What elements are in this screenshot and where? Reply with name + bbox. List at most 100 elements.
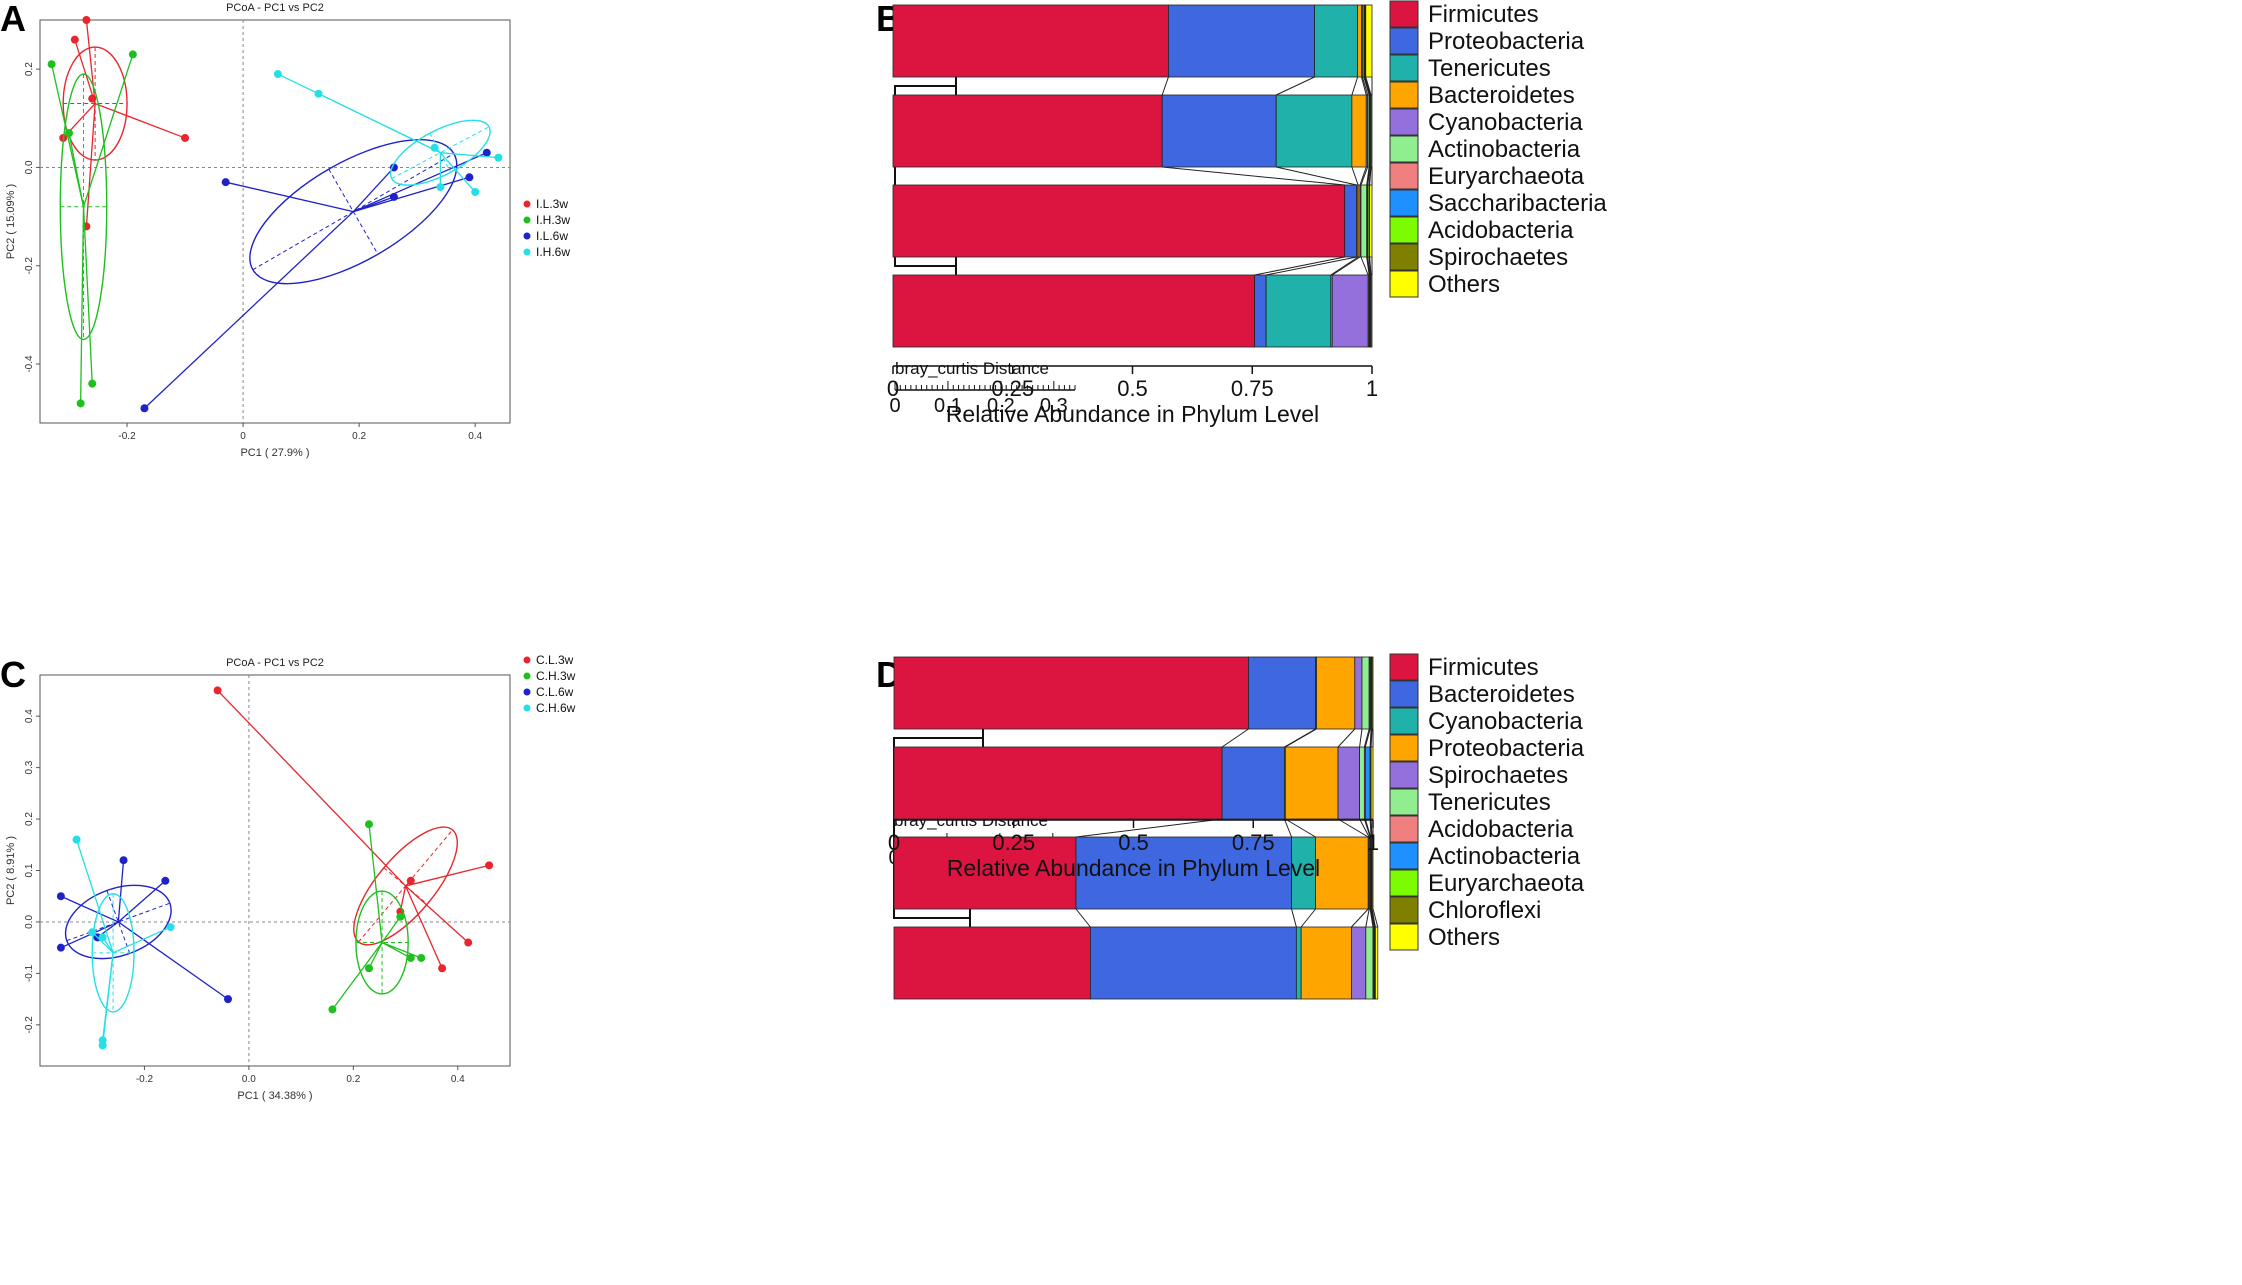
legend-label: Euryarchaeota <box>1428 870 1585 897</box>
connector-line <box>1161 76 1169 96</box>
spoke-line <box>143 211 354 409</box>
panel-label-a: A <box>0 0 26 39</box>
sample-point <box>464 938 473 947</box>
connector-line <box>1363 728 1370 748</box>
spoke-line <box>117 860 125 923</box>
x-tick-label: 1 <box>1366 376 1378 401</box>
bar-segment-tenericutes <box>1275 94 1353 168</box>
sample-point <box>365 964 373 973</box>
connector-line <box>1369 256 1372 276</box>
legend-label: Acidobacteria <box>1428 217 1574 244</box>
bar-connectors <box>1161 76 1373 276</box>
sample-point <box>471 188 480 197</box>
sample-point <box>438 964 447 973</box>
sample-point <box>166 923 175 932</box>
y-tick-label: 0.2 <box>24 812 35 826</box>
bar-segment-tenericutes <box>1314 4 1359 78</box>
bar-c-l-3w <box>893 836 1374 910</box>
bar-i-h-3w <box>892 94 1373 168</box>
y-tick-label: 0.4 <box>24 709 35 723</box>
legend-label: Tenericutes <box>1428 55 1551 82</box>
spoke-line <box>94 102 186 139</box>
connector-line <box>1370 728 1373 748</box>
sample-point <box>482 148 491 157</box>
bar-segment-proteobacteria <box>1315 836 1369 910</box>
sample-point <box>430 143 439 152</box>
legend-marker <box>523 216 531 224</box>
connector-line <box>1221 728 1249 748</box>
legend-swatch-actinobacteria <box>1389 842 1419 870</box>
legend-marker <box>523 688 531 696</box>
legend-label: Cyanobacteria <box>1428 109 1583 136</box>
sample-point <box>56 892 65 901</box>
sample-point <box>494 153 503 162</box>
x-axis-label: Relative Abundance in Phylum Level <box>946 401 1319 427</box>
bar-segment-proteobacteria <box>1161 94 1277 168</box>
legend-swatch-actinobacteria <box>1389 135 1419 163</box>
sample-point <box>88 94 97 103</box>
bar-i-l-3w <box>892 4 1373 78</box>
bar-segment-proteobacteria <box>1300 926 1352 1000</box>
connector-line <box>1275 76 1315 96</box>
connector-line <box>1364 818 1372 838</box>
group-i-l-6w <box>140 139 491 413</box>
bar-c-h-3w <box>893 926 1379 1000</box>
bar-segment-firmicutes <box>892 274 1256 348</box>
connector-line <box>1300 908 1316 928</box>
x-tick-label: 0 <box>888 830 900 855</box>
bar-segment-others <box>1370 94 1373 168</box>
x-tick-label: 0.5 <box>1118 830 1149 855</box>
y-axis-label: PC2 ( 8.91% ) <box>5 836 17 905</box>
bar-segment-cyanobacteria <box>1295 926 1302 1000</box>
legend-marker <box>523 248 531 256</box>
bar-segment-proteobacteria <box>1284 746 1339 820</box>
bar-segment-bacteroidetes <box>1075 836 1292 910</box>
legend-marker <box>523 200 531 208</box>
spoke-line <box>75 839 114 954</box>
legend-swatch-cyanobacteria <box>1389 707 1419 735</box>
x-tick-label: 0.75 <box>1232 830 1275 855</box>
spoke-line <box>381 941 422 959</box>
connector-line <box>1266 256 1357 276</box>
spoke-line <box>82 54 134 207</box>
connector-line <box>1360 166 1369 186</box>
plot-frame <box>39 674 511 1067</box>
x-tick-label: 0.2 <box>346 1074 360 1085</box>
x-tick-label: 0.75 <box>1231 376 1274 401</box>
legend-label: Saccharibacteria <box>1428 190 1607 217</box>
y-tick-label: -0.2 <box>24 1016 35 1034</box>
scale-tick-label: 0.2 <box>987 395 1015 417</box>
legend-swatch-bacteroidetes <box>1389 81 1419 109</box>
spoke-line <box>404 885 443 969</box>
spoke-line <box>85 103 96 227</box>
bar-segment-firmicutes <box>892 4 1169 78</box>
y-tick-label: 0.1 <box>24 863 35 877</box>
connector-line <box>1359 728 1363 748</box>
x-tick-label: 0 <box>887 376 899 401</box>
sample-point <box>465 173 474 182</box>
bar-segment-proteobacteria <box>1316 656 1356 730</box>
spoke-line <box>318 93 441 154</box>
spoke-line <box>353 176 470 213</box>
sample-point <box>328 1005 337 1014</box>
bar-segment-tenericutes <box>1365 926 1374 1000</box>
legend-swatch-proteobacteria <box>1389 27 1419 55</box>
y-tick-label: -0.2 <box>24 257 35 275</box>
spoke-line <box>405 864 490 887</box>
bar-connectors <box>1075 728 1379 928</box>
spoke-line <box>352 166 395 213</box>
ellipse-axis-major <box>391 126 490 180</box>
bar-segment-spirochaetes <box>1351 926 1367 1000</box>
x-axis-label: PC1 ( 34.38% ) <box>237 1090 312 1102</box>
y-tick-label: 0.0 <box>24 160 35 174</box>
x-tick-label: 0.0 <box>242 1074 256 1085</box>
connector-line <box>1360 76 1367 96</box>
spoke-line <box>331 942 383 1010</box>
scale-tick-label: 0 <box>889 395 900 417</box>
bar-segment-cyanobacteria <box>1331 274 1369 348</box>
group-c-h-6w <box>72 835 175 1050</box>
bar-segment-others <box>1371 656 1374 730</box>
bar-segment-bacteroidetes <box>1351 94 1367 168</box>
connector-line <box>1285 728 1317 748</box>
